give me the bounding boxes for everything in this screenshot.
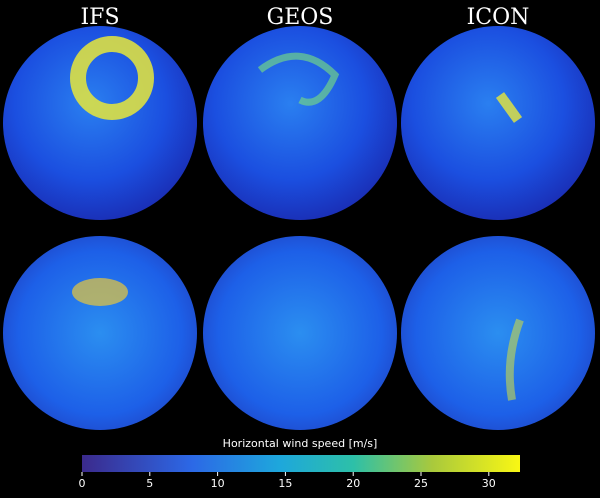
- globe: [401, 26, 595, 220]
- tick-label: 25: [414, 477, 428, 490]
- panel-title: ICON: [467, 5, 530, 30]
- colorbar-label: Horizontal wind speed [m/s]: [223, 437, 378, 450]
- tick-label: 20: [346, 477, 360, 490]
- jet: [72, 278, 128, 306]
- titles: IFS GEOS ICON: [80, 5, 529, 30]
- globe: [3, 236, 197, 430]
- colorbar: Horizontal wind speed [m/s] 0 5 10 15 20 25 30: [79, 437, 520, 490]
- tick-label: 30: [482, 477, 496, 490]
- globe: [203, 236, 397, 430]
- jet: [505, 318, 524, 401]
- jet: [495, 92, 523, 123]
- tick-label: 0: [79, 477, 86, 490]
- globes: [3, 26, 595, 430]
- panel-title: IFS: [80, 5, 119, 30]
- globe: [3, 26, 197, 220]
- globe: [401, 236, 595, 430]
- jet: [257, 52, 340, 106]
- globe: [203, 26, 397, 220]
- tick-label: 15: [278, 477, 292, 490]
- tick-label: 10: [211, 477, 225, 490]
- panel-title: GEOS: [267, 5, 334, 30]
- jet-ring: [70, 36, 154, 120]
- tick-label: 5: [146, 477, 153, 490]
- colorbar-bar: [82, 455, 520, 472]
